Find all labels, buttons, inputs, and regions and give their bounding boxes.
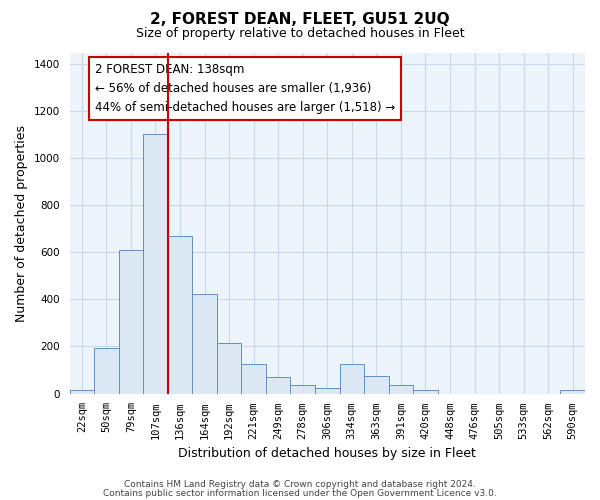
Bar [266,377,290,394]
Bar [364,376,389,394]
Bar [119,250,143,394]
Y-axis label: Number of detached properties: Number of detached properties [15,124,28,322]
Bar [192,294,217,394]
X-axis label: Distribution of detached houses by size in Fleet: Distribution of detached houses by size … [178,447,476,460]
Bar [340,364,364,394]
Text: Contains HM Land Registry data © Crown copyright and database right 2024.: Contains HM Land Registry data © Crown c… [124,480,476,489]
Text: Size of property relative to detached houses in Fleet: Size of property relative to detached ho… [136,28,464,40]
Bar [168,236,192,394]
Text: Contains public sector information licensed under the Open Government Licence v3: Contains public sector information licen… [103,488,497,498]
Bar [143,134,168,394]
Bar [70,390,94,394]
Bar [290,386,315,394]
Text: 2, FOREST DEAN, FLEET, GU51 2UQ: 2, FOREST DEAN, FLEET, GU51 2UQ [150,12,450,28]
Bar [560,390,585,394]
Text: 2 FOREST DEAN: 138sqm
← 56% of detached houses are smaller (1,936)
44% of semi-d: 2 FOREST DEAN: 138sqm ← 56% of detached … [95,62,395,114]
Bar [315,388,340,394]
Bar [217,343,241,394]
Bar [94,348,119,394]
Bar [413,390,438,394]
Bar [241,364,266,394]
Bar [389,386,413,394]
